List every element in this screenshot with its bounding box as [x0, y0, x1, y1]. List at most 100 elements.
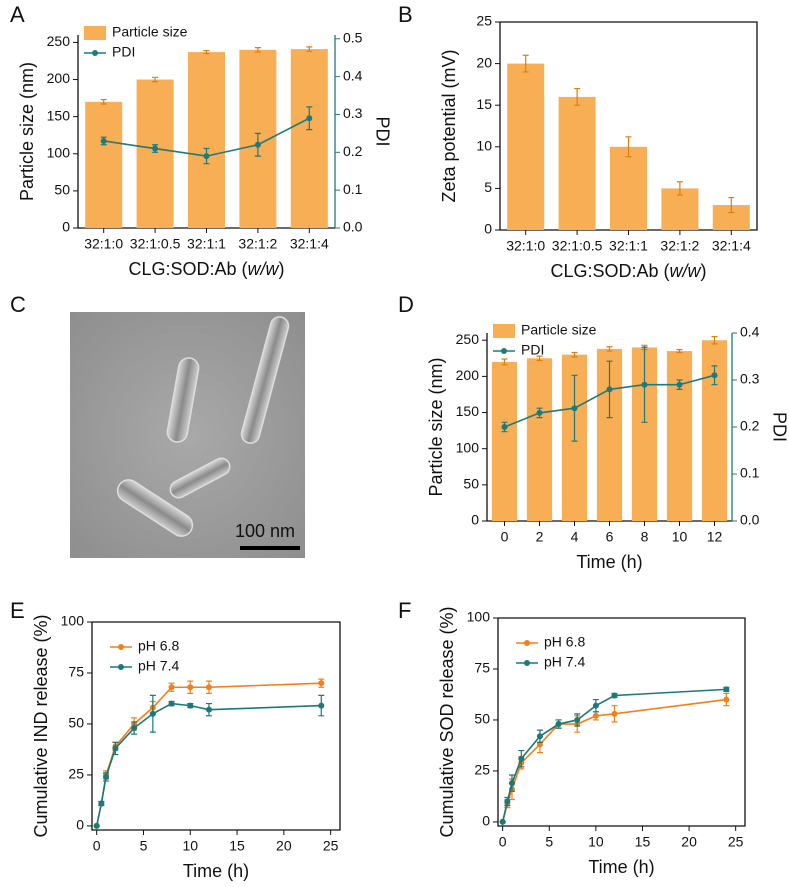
- y-tick-label: 150: [456, 403, 480, 419]
- y-tick-label: 0: [484, 221, 492, 237]
- error-bar: [100, 98, 107, 105]
- legend-dot: [501, 348, 507, 354]
- y-tick-label: 50: [68, 715, 84, 731]
- error-bar: [574, 87, 581, 106]
- point: [149, 710, 156, 717]
- error-bar: [676, 181, 683, 196]
- y-tick-label: 50: [54, 182, 70, 198]
- y2-tick-label: 0.4: [740, 324, 760, 340]
- legend-dot: [524, 660, 530, 666]
- point: [131, 725, 138, 732]
- point: [318, 702, 325, 709]
- x-tick-label: 25: [323, 838, 339, 854]
- rod: [166, 357, 200, 443]
- y-tick-label: 0: [62, 219, 70, 235]
- y2-tick-label: 0.2: [740, 418, 760, 434]
- legend-label: pH 7.4: [138, 658, 179, 674]
- x-tick-label: 0: [501, 529, 509, 545]
- y-axis-label: Zeta potential (mV): [439, 49, 459, 202]
- error-bar: [625, 136, 632, 158]
- legend-dot: [118, 664, 124, 670]
- error-bar: [676, 349, 683, 354]
- y-tick-label: 100: [47, 144, 71, 160]
- point: [112, 745, 119, 752]
- x-axis-label: Time (h): [576, 552, 642, 572]
- point: [187, 702, 194, 709]
- y-tick-label: 100: [61, 613, 85, 629]
- x-tick-label: 2: [536, 529, 544, 545]
- x-label-part: CLG:SOD:Ab (: [550, 261, 669, 281]
- point: [203, 153, 210, 160]
- point: [518, 755, 525, 762]
- point: [254, 141, 261, 148]
- axis-frame: [91, 621, 341, 831]
- legend-dot: [92, 50, 98, 56]
- y2-tick-label: 0.0: [343, 219, 363, 235]
- rod: [240, 316, 290, 444]
- legend-dot: [524, 640, 530, 646]
- error-bar: [536, 355, 543, 362]
- x-axis-label: Time (h): [183, 861, 249, 881]
- point: [318, 680, 325, 687]
- x-tick-label: 32:1:4: [712, 238, 751, 254]
- point: [152, 145, 159, 152]
- point: [571, 405, 578, 412]
- panel-label: B: [398, 2, 413, 27]
- x-label-part: CLG:SOD:Ab (: [128, 259, 247, 279]
- point: [205, 706, 212, 713]
- point: [508, 780, 515, 787]
- legend-label: PDI: [521, 342, 544, 358]
- point: [103, 773, 110, 780]
- legend-label: PDI: [112, 44, 135, 60]
- panel-label: D: [398, 292, 414, 317]
- y-tick-label: 50: [474, 711, 490, 727]
- y-tick-label: 75: [68, 664, 84, 680]
- point: [711, 372, 718, 379]
- x-tick-label: 10: [182, 838, 198, 854]
- x-label-part: w/w: [670, 261, 702, 281]
- y-tick-label: 0: [471, 512, 479, 528]
- point: [611, 710, 618, 717]
- point: [100, 137, 107, 144]
- point: [499, 818, 506, 825]
- y2-tick-label: 0.5: [343, 29, 363, 45]
- panel-label: F: [398, 598, 411, 623]
- x-tick-label: 32:1:1: [609, 238, 648, 254]
- x-axis-label: CLG:SOD:Ab (w/w): [550, 261, 706, 281]
- legend-label: Particle size: [112, 24, 188, 40]
- y2-tick-label: 0.3: [740, 371, 760, 387]
- x-label-part: ): [701, 261, 707, 281]
- x-tick-label: 8: [641, 529, 649, 545]
- point: [504, 798, 511, 805]
- point: [205, 684, 212, 691]
- x-tick-label: 32:1:0: [506, 238, 545, 254]
- legend-label: pH 6.8: [544, 634, 585, 650]
- y-tick-label: 250: [47, 33, 71, 49]
- y-tick-label: 5: [484, 179, 492, 195]
- panel-label: E: [10, 598, 25, 623]
- point: [98, 800, 105, 807]
- x-tick-label: 6: [606, 529, 614, 545]
- x-tick-label: 4: [571, 529, 579, 545]
- y2-tick-label: 0.4: [343, 67, 363, 83]
- x-tick-label: 32:1:2: [238, 236, 277, 252]
- x-tick-label: 10: [672, 529, 688, 545]
- y-tick-label: 20: [476, 54, 492, 70]
- y-tick-label: 200: [47, 70, 71, 86]
- y-tick-label: 15: [476, 96, 492, 112]
- bar: [507, 63, 545, 230]
- y-axis-label: Particle size (nm): [17, 62, 37, 201]
- y-tick-label: 0: [482, 813, 490, 829]
- error-bar: [501, 358, 508, 366]
- legend-dot: [118, 644, 124, 650]
- error-bar: [152, 76, 159, 83]
- point: [536, 409, 543, 416]
- point: [723, 686, 730, 693]
- x-tick-label: 32:1:0.5: [552, 238, 603, 254]
- x-tick-label: 0: [499, 834, 507, 850]
- point: [574, 716, 581, 723]
- y-tick-label: 10: [476, 138, 492, 154]
- y2-axis-label: PDI: [372, 116, 392, 146]
- point: [555, 721, 562, 728]
